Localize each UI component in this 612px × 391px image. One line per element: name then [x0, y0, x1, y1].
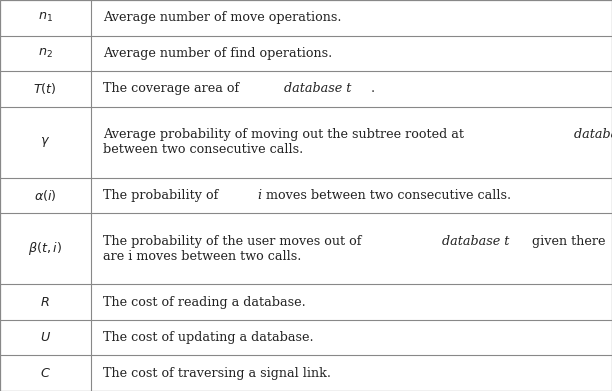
- Text: The cost of traversing a signal link.: The cost of traversing a signal link.: [103, 367, 331, 380]
- Text: $n_1$: $n_1$: [38, 11, 53, 24]
- Text: $C$: $C$: [40, 367, 51, 380]
- Text: $n_2$: $n_2$: [38, 47, 53, 60]
- Text: moves between two consecutive calls.: moves between two consecutive calls.: [262, 189, 511, 202]
- Text: The cost of updating a database.: The cost of updating a database.: [103, 331, 313, 344]
- Text: given there: given there: [528, 235, 606, 248]
- Text: The coverage area of: The coverage area of: [103, 83, 243, 95]
- Text: database t: database t: [284, 83, 351, 95]
- Text: i: i: [257, 189, 261, 202]
- Text: $\beta(t,i)$: $\beta(t,i)$: [28, 240, 62, 257]
- Text: $R$: $R$: [40, 296, 50, 308]
- Text: database t: database t: [441, 235, 509, 248]
- Text: database t: database t: [574, 128, 612, 141]
- Text: between two consecutive calls.: between two consecutive calls.: [103, 143, 303, 156]
- Text: $T(t)$: $T(t)$: [34, 81, 57, 96]
- Text: Average number of find operations.: Average number of find operations.: [103, 47, 332, 60]
- Text: Average number of move operations.: Average number of move operations.: [103, 11, 341, 24]
- Text: The probability of: The probability of: [103, 189, 222, 202]
- Text: The probability of the user moves out of: The probability of the user moves out of: [103, 235, 365, 248]
- Text: The cost of reading a database.: The cost of reading a database.: [103, 296, 305, 308]
- Text: $\gamma$: $\gamma$: [40, 135, 50, 149]
- Text: $U$: $U$: [40, 331, 51, 344]
- Text: are i moves between two calls.: are i moves between two calls.: [103, 250, 301, 263]
- Text: Average probability of moving out the subtree rooted at: Average probability of moving out the su…: [103, 128, 468, 141]
- Text: $\alpha(i)$: $\alpha(i)$: [34, 188, 57, 203]
- Text: .: .: [371, 83, 375, 95]
